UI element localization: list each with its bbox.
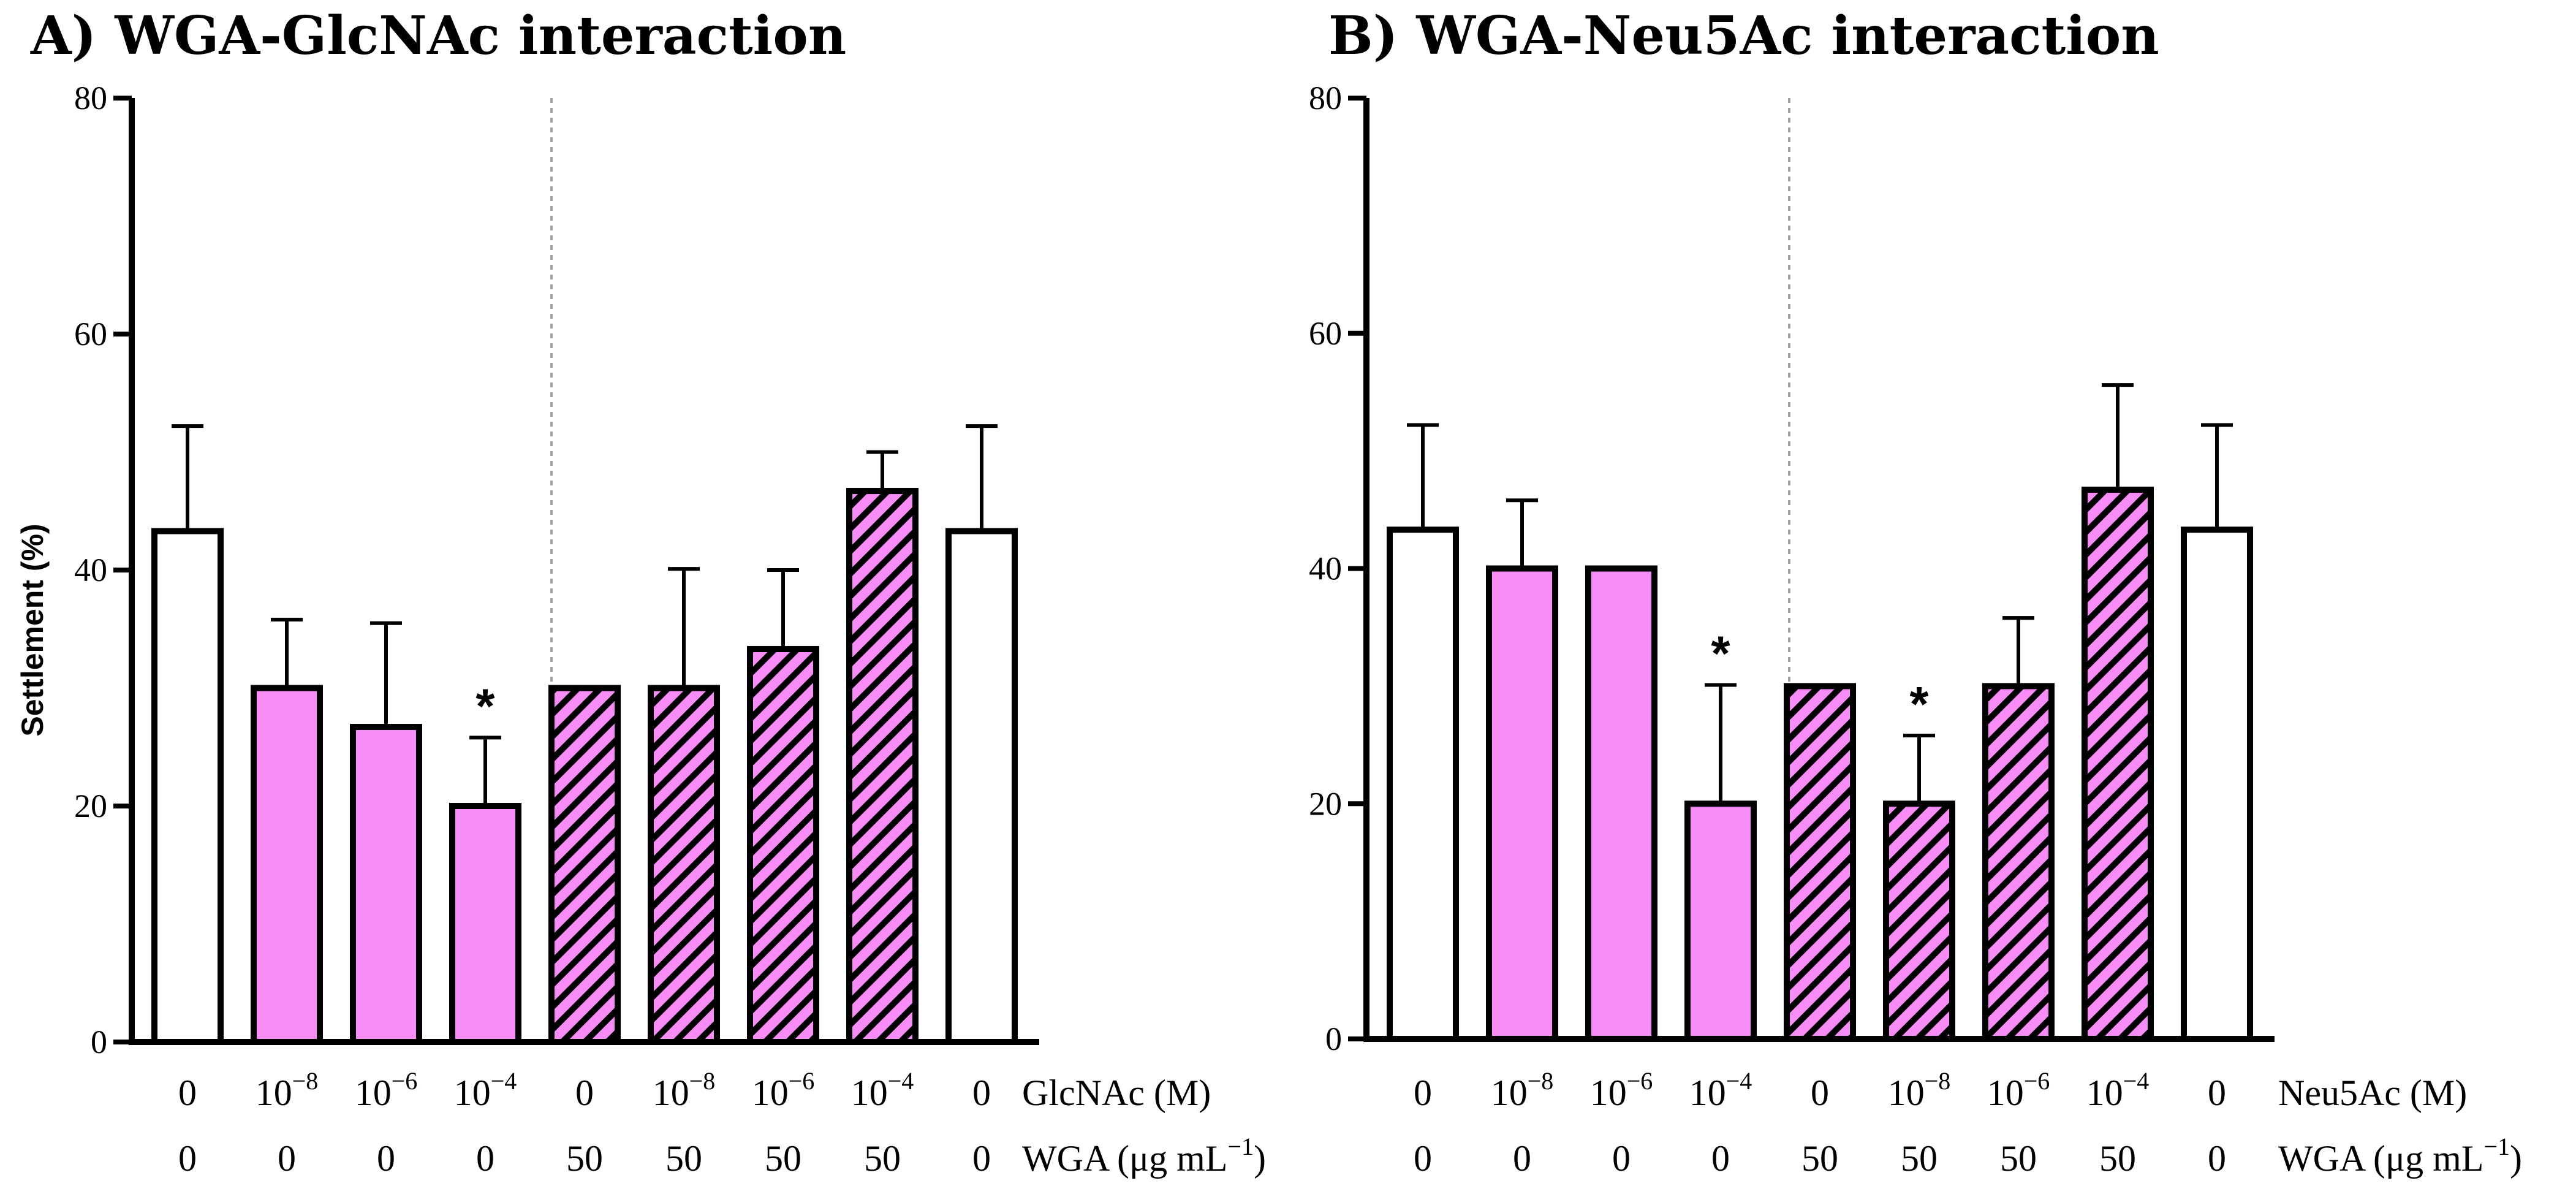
panel-a-row2-label-exponent: −1: [1227, 1133, 1254, 1160]
panel-a-row2-value: 50: [665, 1138, 702, 1179]
panel-b-row2-value: 50: [2099, 1138, 2136, 1179]
panel-a-row1-value: 10−8: [653, 1067, 716, 1113]
panel-a-row2-value: 50: [566, 1138, 603, 1179]
panel-a: A) WGA-GlcNAc interaction Settlement (%)…: [15, 5, 1266, 1179]
panel-a-row1-value: 10−6: [752, 1067, 815, 1113]
panel-b-bar: [2082, 486, 2154, 1042]
panel-a-row2-value: 50: [765, 1138, 801, 1179]
panel-a-bar: [350, 724, 422, 1045]
panel-a-significance-star: *: [475, 679, 495, 733]
panel-a-y-tick-label: 0: [91, 1024, 107, 1060]
panel-b-row2-value: 0: [1414, 1138, 1432, 1179]
panel-a-bar: [846, 488, 919, 1045]
panel-a-row2-value: 0: [377, 1138, 395, 1179]
panel-b-row1-label: Neu5Ac (M): [2278, 1073, 2467, 1113]
panel-b-y-tick-label: 80: [1309, 80, 1342, 116]
panel-b-row1-exponent: −8: [1528, 1067, 1554, 1095]
panel-b-row2-label-close: ): [2510, 1138, 2522, 1179]
panel-b-y-tick-label: 0: [1325, 1021, 1342, 1057]
panel-a-row1-value: 10−8: [256, 1067, 319, 1113]
panel-b-row1-exponent: −6: [1627, 1067, 1653, 1095]
panel-a-bar: [747, 645, 819, 1045]
panel-a-y-axis-label: Settlement (%): [15, 523, 50, 736]
panel-a-row2-value: 0: [476, 1138, 494, 1179]
panel-a-row1-exponent: −4: [888, 1067, 914, 1095]
panel-a-row2-label-close: ): [1254, 1138, 1266, 1179]
panel-a-row1-value: 10−6: [355, 1067, 418, 1113]
panel-a-bar: [548, 685, 621, 1045]
panel-b-row1-value: 0: [2208, 1073, 2226, 1113]
panel-a-row2-value: 0: [278, 1138, 296, 1179]
panel-b-y-tick-label: 40: [1309, 550, 1342, 587]
panel-b-bar: [1684, 800, 1757, 1042]
panel-a-y-tick-label: 20: [74, 788, 107, 824]
panel-b-bar: [1387, 527, 1459, 1042]
panel-a-row1-label: GlcNAc (M): [1022, 1073, 1211, 1113]
panel-a-title: A) WGA-GlcNAc interaction: [30, 5, 846, 67]
panel-b-y-tick-label: 60: [1309, 315, 1342, 352]
panel-a-row1-value: 0: [972, 1073, 991, 1113]
panel-a-y-tick-label: 80: [74, 80, 107, 116]
panel-b-row2-value: 0: [2208, 1138, 2226, 1179]
panel-a-bar: [648, 685, 720, 1045]
panel-a-bar: [449, 803, 521, 1045]
panel-a-row2-value: 0: [178, 1138, 197, 1179]
panel-a-row1-value: 0: [575, 1073, 594, 1113]
panel-b-row1-value: 10−6: [1590, 1067, 1653, 1113]
panel-a-y-tick-label: 60: [74, 316, 107, 352]
panel-b-bar: [1883, 800, 1955, 1042]
panel-a-row1-exponent: −6: [789, 1067, 815, 1095]
panel-b-row2-value: 0: [1711, 1138, 1730, 1179]
panel-b-significance-star: *: [1909, 677, 1929, 731]
panel-b: B) WGA-Neu5Ac interaction * * 0 20 40 60 80 0 0 1…: [1309, 5, 2522, 1179]
panel-a-row1-exponent: −8: [292, 1067, 319, 1095]
panel-b-row1-value: 10−8: [1491, 1067, 1554, 1113]
panel-a-row2-value: 50: [864, 1138, 901, 1179]
panel-b-title: B) WGA-Neu5Ac interaction: [1328, 5, 2159, 67]
panel-b-row1-exponent: −8: [1925, 1067, 1951, 1095]
panel-b-significance-star: *: [1711, 626, 1730, 680]
panel-a-bar: [151, 528, 224, 1045]
panel-a-row1-exponent: −4: [491, 1067, 517, 1095]
panel-b-row2-value: 50: [1901, 1138, 1938, 1179]
panel-b-row2-value: 50: [2000, 1138, 2037, 1179]
panel-b-bar: [1784, 683, 1856, 1042]
panel-b-row2-label-main: WGA (μg mL: [2278, 1138, 2483, 1179]
panel-a-row1-value: 0: [178, 1073, 197, 1113]
panel-b-row1-value: 10−4: [2086, 1067, 2150, 1113]
panel-b-bar: [1585, 565, 1657, 1042]
panel-a-row2-label-main: WGA (μg mL: [1022, 1138, 1227, 1179]
panel-a-row1-exponent: −6: [392, 1067, 418, 1095]
panel-a-row1-value: 10−4: [851, 1067, 914, 1113]
panel-a-row1-exponent: −8: [689, 1067, 716, 1095]
panel-b-row2-value: 0: [1612, 1138, 1631, 1179]
panel-b-row2-value: 50: [1801, 1138, 1838, 1179]
panel-b-row1-value: 10−6: [1987, 1067, 2050, 1113]
panel-b-bar: [1486, 565, 1558, 1042]
panel-b-row1-exponent: −6: [2024, 1067, 2050, 1095]
panel-b-row2-label: WGA (μg mL−1): [2278, 1133, 2522, 1179]
panel-a-row2-value: 0: [972, 1138, 991, 1179]
panel-b-row1-value: 10−8: [1888, 1067, 1951, 1113]
panel-a-row1-value: 10−4: [454, 1067, 517, 1113]
panel-a-bar: [251, 685, 323, 1045]
panel-a-y-tick-label: 40: [74, 552, 107, 588]
panel-b-row1-exponent: −4: [2123, 1067, 2150, 1095]
panel-b-row1-value: 0: [1414, 1073, 1432, 1113]
panel-b-row1-exponent: −4: [1726, 1067, 1752, 1095]
panel-b-y-tick-label: 20: [1309, 785, 1342, 822]
panel-a-row2-label: WGA (μg mL−1): [1022, 1133, 1266, 1179]
panel-b-bar: [2181, 527, 2253, 1042]
panel-a-bar: [945, 528, 1018, 1045]
panel-b-row1-value: 0: [1811, 1073, 1829, 1113]
panel-b-row1-value: 10−4: [1689, 1067, 1752, 1113]
panel-b-row2-value: 0: [1513, 1138, 1531, 1179]
panel-b-bar: [1982, 683, 2055, 1042]
panel-b-row2-label-exponent: −1: [2483, 1133, 2510, 1160]
